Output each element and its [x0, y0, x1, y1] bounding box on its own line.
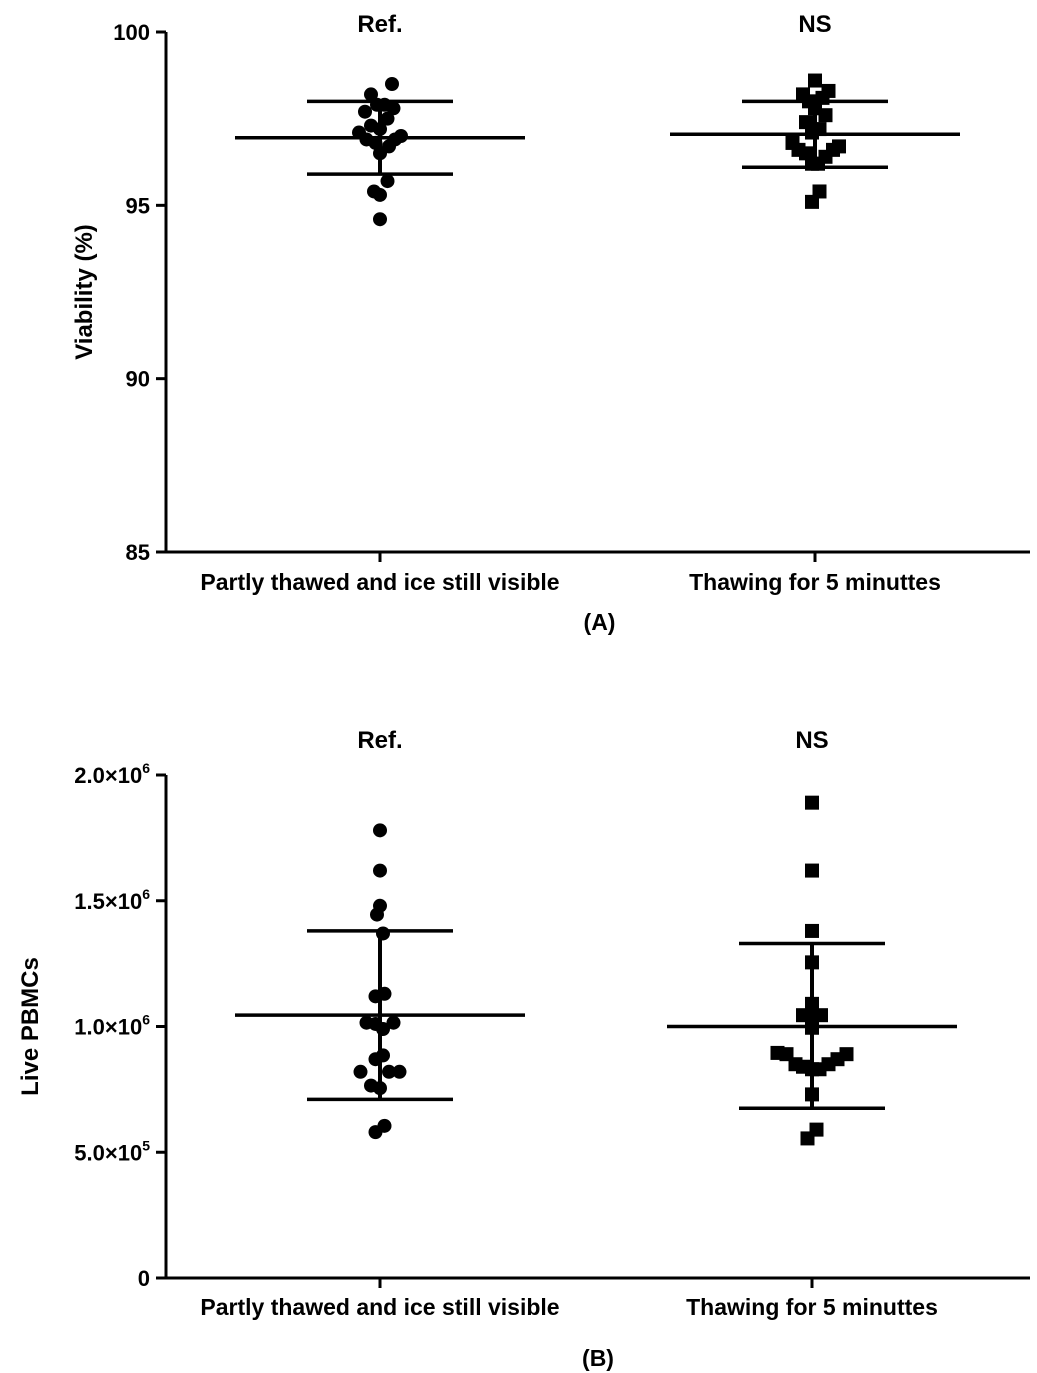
chart-panel-b: 0 5.0×105 1.0×106 1.5×106 2.0×106 Live PBMCs P… [17, 727, 1030, 1371]
significance-label: NS [795, 727, 828, 754]
data-point-circle [353, 1064, 368, 1079]
data-point-circle [380, 174, 395, 189]
data-point-circle [385, 77, 399, 91]
data-point-square [805, 923, 819, 938]
y-tick-label: 5.0×105 [74, 1137, 150, 1165]
significance-label: Ref. [357, 11, 402, 38]
data-point-square [814, 1008, 828, 1023]
data-point-square [809, 1122, 824, 1137]
x-tick-label: Thawing for 5 minuttes [686, 1294, 938, 1320]
data-point-circle [373, 863, 387, 878]
significance-label: NS [798, 11, 831, 38]
panel-label: (A) [584, 609, 616, 635]
data-point-circle [373, 823, 387, 838]
data-point-square [818, 108, 833, 123]
data-point-circle [380, 111, 395, 126]
data-point-circle [373, 212, 387, 227]
data-point-circle [364, 87, 378, 102]
data-point-circle [382, 1064, 396, 1079]
data-point-circle [377, 1118, 392, 1133]
y-tick-label: 1.0×106 [74, 1012, 150, 1040]
x-tick-label: Thawing for 5 minuttes [689, 569, 941, 595]
y-tick-label: 2.0×106 [74, 760, 150, 788]
chart-panel-a: 85 90 95 100 Viability (%) Partly thawed and … [71, 11, 1030, 635]
x-tick-label: Partly thawed and ice still visible [200, 569, 559, 595]
y-axis-title: Live PBMCs [17, 957, 44, 1096]
y-tick-label: 85 [126, 540, 150, 565]
data-point-circle [370, 907, 384, 922]
data-point-square [839, 1047, 854, 1062]
y-tick-label: 95 [126, 193, 150, 218]
data-point-circle [392, 1064, 407, 1079]
data-point-square [796, 1008, 810, 1023]
data-point-circle [386, 101, 401, 116]
data-point-circle [358, 104, 372, 119]
data-point-square [805, 863, 819, 878]
data-point-square [808, 73, 822, 88]
data-point-square [821, 83, 836, 98]
data-point-circle [386, 1015, 401, 1030]
y-tick-label: 90 [126, 367, 150, 392]
panel-label: (B) [582, 1345, 614, 1371]
y-axis-title: Viability (%) [71, 224, 98, 360]
y-tick-label: 1.5×106 [74, 886, 150, 914]
significance-label: Ref. [357, 727, 402, 754]
x-tick-label: Partly thawed and ice still visible [200, 1294, 559, 1320]
data-point-circle [373, 187, 387, 202]
y-tick-label: 0 [138, 1266, 150, 1291]
data-point-square [832, 139, 846, 154]
y-tick-label: 100 [113, 20, 150, 45]
data-point-square [805, 795, 819, 810]
data-point-square [812, 184, 827, 199]
